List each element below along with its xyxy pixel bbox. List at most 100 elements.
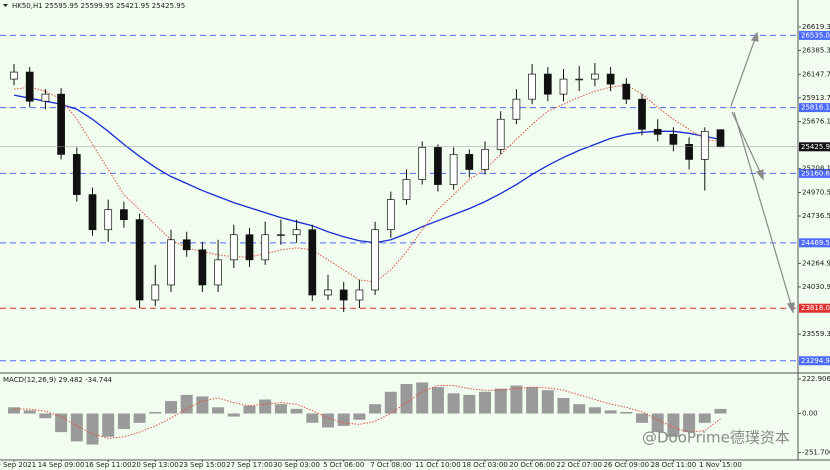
candle-body bbox=[324, 289, 332, 296]
candle-body bbox=[277, 234, 285, 236]
macd-bar bbox=[573, 404, 586, 414]
candle-body bbox=[371, 229, 379, 291]
candle-body bbox=[465, 154, 474, 170]
macd-bar bbox=[604, 410, 617, 414]
level-label-box bbox=[799, 168, 830, 178]
y-tick-label: -251.706 bbox=[802, 449, 830, 457]
candle-body bbox=[57, 93, 65, 155]
y-tick-label: 222.906 bbox=[802, 375, 830, 383]
macd-bar bbox=[384, 391, 397, 414]
candle-body bbox=[559, 78, 568, 95]
x-tick-label: 28 Oct 11:00 bbox=[651, 461, 697, 469]
candle-body bbox=[496, 118, 505, 150]
x-tick-label: 27 Sep 17:00 bbox=[226, 461, 273, 469]
candle-body bbox=[10, 71, 18, 80]
candle-body bbox=[151, 284, 160, 301]
macd-bar bbox=[86, 413, 99, 445]
y-tick-label: 25676.10 bbox=[802, 118, 830, 126]
macd-bar bbox=[588, 407, 601, 414]
macd-bar bbox=[510, 385, 523, 414]
macd-bar bbox=[447, 393, 460, 414]
x-tick-label: 11 Oct 10:00 bbox=[415, 461, 461, 469]
candle-body bbox=[308, 229, 317, 296]
x-tick-label: 1 Nov 15:00 bbox=[699, 461, 742, 469]
candle-body bbox=[229, 234, 238, 261]
x-tick-label: 20 Sep 13:00 bbox=[132, 461, 179, 469]
level-label-box bbox=[799, 103, 830, 113]
last-price-label: 25425.95 bbox=[801, 143, 830, 151]
macd-bar bbox=[479, 391, 491, 414]
y-tick-label: 24970.50 bbox=[802, 189, 830, 197]
candle-body bbox=[638, 98, 646, 130]
macd-bar bbox=[636, 413, 648, 423]
macd-bar bbox=[227, 413, 240, 417]
candle-body bbox=[339, 289, 348, 301]
level-label: 24469.58 bbox=[801, 239, 830, 247]
candle-body bbox=[167, 239, 175, 286]
macd-bar bbox=[416, 382, 429, 414]
candle-body bbox=[606, 73, 615, 85]
macd-bar bbox=[683, 413, 696, 433]
candle-body bbox=[72, 154, 81, 195]
x-tick-label: 22 Oct 07:00 bbox=[556, 461, 602, 469]
candle-body bbox=[622, 83, 631, 100]
macd-bar bbox=[494, 388, 507, 414]
plot-layer: 26535.00 25816.19 25160.63 24469.58 23818.00… bbox=[0, 23, 830, 469]
level-label-box bbox=[799, 356, 830, 366]
level-label: 25816.19 bbox=[801, 104, 830, 112]
macd-bar bbox=[212, 407, 225, 414]
macd-bar bbox=[620, 411, 633, 414]
macd-bar bbox=[23, 410, 36, 414]
macd-bar bbox=[557, 397, 570, 414]
macd-bar bbox=[117, 413, 130, 430]
x-tick-label: 23 Sep 15:00 bbox=[179, 461, 226, 469]
x-tick-label: 26 Oct 09:00 bbox=[603, 461, 649, 469]
candle-body bbox=[685, 144, 693, 160]
candle-body bbox=[716, 129, 725, 148]
candle-body bbox=[449, 154, 458, 185]
menu-icon bbox=[3, 4, 8, 7]
candle-body bbox=[669, 133, 678, 145]
y-tick-label: 26619.30 bbox=[802, 23, 830, 31]
candle-body bbox=[198, 249, 207, 286]
y-tick-label: 26385.30 bbox=[802, 46, 830, 54]
candle-body bbox=[575, 78, 584, 81]
candle-body bbox=[88, 194, 97, 231]
candle-body bbox=[434, 147, 442, 185]
y-tick-label: 25913.70 bbox=[802, 94, 830, 102]
macd-bar bbox=[463, 394, 476, 414]
x-tick-label: 5 Oct 06:00 bbox=[323, 461, 364, 469]
candle-body bbox=[25, 71, 34, 102]
y-tick-label: 24030.90 bbox=[802, 283, 830, 291]
forecast-arrows bbox=[730, 31, 795, 314]
macd-title: MACD(12,26,9) 29.482 -34.744 bbox=[3, 376, 113, 384]
candle-body bbox=[591, 73, 599, 80]
macd-bar bbox=[306, 413, 319, 423]
macd-bar bbox=[8, 407, 20, 414]
y-tick-label: 0.00 bbox=[802, 410, 818, 418]
macd-bar bbox=[400, 384, 413, 414]
macd-bar bbox=[196, 396, 209, 414]
x-tick-label: 16 Sep 11:00 bbox=[85, 461, 132, 469]
x-tick-label: 10 Sep 2021 bbox=[0, 461, 36, 469]
macd-bar bbox=[180, 394, 193, 414]
candle-body bbox=[104, 209, 113, 231]
macd-bar bbox=[526, 387, 539, 414]
macd-bar bbox=[149, 411, 162, 414]
candle-body bbox=[528, 73, 536, 100]
level-label: 23294.97 bbox=[801, 357, 830, 365]
candle-body bbox=[653, 128, 662, 135]
candle-body bbox=[41, 93, 50, 102]
macd-bar bbox=[290, 408, 303, 414]
macd-bar bbox=[714, 408, 727, 414]
macd-bar bbox=[70, 413, 83, 442]
level-label-box bbox=[799, 30, 830, 40]
candle-body bbox=[700, 130, 709, 160]
level-label: 25160.63 bbox=[801, 169, 830, 177]
macd-bar bbox=[102, 413, 115, 437]
chart-title: HK50,H1 25595.95 25599.95 25421.95 25425… bbox=[12, 2, 185, 10]
level-label: 23818.00 bbox=[801, 304, 830, 312]
macd-bar bbox=[39, 413, 52, 419]
